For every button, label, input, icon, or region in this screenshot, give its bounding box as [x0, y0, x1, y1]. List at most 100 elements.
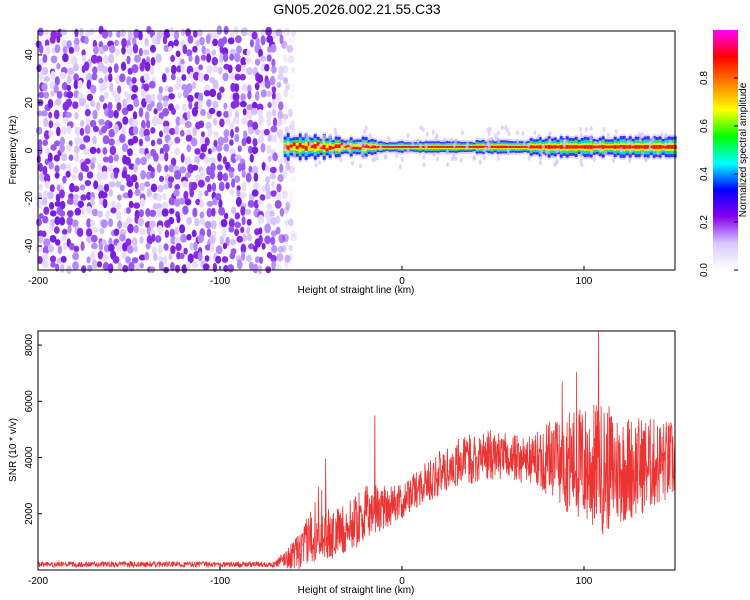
- spectrogram-noise-cell: [113, 124, 119, 134]
- spectrogram-noise-cell: [37, 256, 43, 264]
- spectrogram-noise-cell: [145, 242, 151, 250]
- spectrogram-noise-cell: [283, 144, 287, 150]
- spectrogram-noise-cell: [411, 141, 415, 147]
- spectrogram-noise-cell: [164, 229, 170, 238]
- spectrogram-noise-cell: [203, 155, 210, 164]
- spectrogram-peak-cell: [505, 145, 509, 149]
- spectrogram-noise-cell: [206, 183, 212, 193]
- spectrogram-noise-cell: [211, 49, 217, 56]
- spectrogram-noise-cell: [234, 212, 241, 220]
- spectrogram-noise-cell: [275, 92, 282, 103]
- spectrogram-noise-cell: [504, 124, 508, 130]
- spectrogram-noise-cell: [291, 128, 296, 138]
- spectrogram-noise-cell: [293, 151, 296, 157]
- spectrogram-noise-cell: [73, 63, 79, 72]
- spectrogram-peak-cell: [436, 145, 440, 148]
- spectrogram-noise-cell: [103, 91, 110, 100]
- spectrogram-noise-cell: [305, 133, 309, 139]
- spectrogram-noise-cell: [556, 148, 559, 154]
- spectrogram-noise-cell: [101, 65, 109, 74]
- spectrogram-noise-cell: [115, 181, 122, 188]
- colorbar-label: Normalized spectral amplitude: [738, 82, 749, 217]
- spectrogram-noise-cell: [181, 180, 188, 188]
- spectrogram-noise-cell: [37, 27, 44, 37]
- snr-y-label: SNR (10 * v/v): [8, 418, 19, 482]
- spectrogram-noise-cell: [180, 233, 188, 243]
- spectrogram-noise-cell: [119, 184, 125, 191]
- spectrogram-peak-cell: [481, 145, 485, 149]
- spectrogram-noise-cell: [66, 144, 72, 152]
- spectrogram-noise-cell: [174, 125, 179, 135]
- spectrogram-peak-cell: [292, 142, 296, 147]
- spectrogram-noise-cell: [81, 206, 86, 216]
- spectrogram-peak-cell: [358, 147, 362, 150]
- spectrogram-noise-cell: [252, 263, 259, 274]
- spectrogram-noise-cell: [176, 76, 182, 85]
- spectrogram-noise-cell: [110, 200, 116, 208]
- spectrogram-noise-cell: [308, 141, 312, 147]
- spectrogram-noise-cell: [84, 109, 91, 117]
- spectrogram-noise-cell: [235, 64, 242, 73]
- spectrogram-peak-cell: [601, 145, 605, 149]
- spectrogram-noise-cell: [97, 163, 102, 172]
- spectrogram-noise-cell: [155, 53, 162, 63]
- spectrogram-peak-cell: [475, 145, 479, 149]
- snr-x-tick-label: 0: [399, 576, 405, 587]
- spectrogram-noise-cell: [191, 164, 199, 171]
- spectrogram-noise-cell: [199, 218, 206, 226]
- spectrogram-noise-cell: [217, 171, 223, 182]
- spectrogram-noise-cell: [79, 97, 86, 107]
- spectrogram-noise-cell: [176, 214, 181, 224]
- spectrogram-peak-cell: [634, 145, 638, 149]
- spectrogram-noise-cell: [138, 30, 143, 41]
- spectrogram-noise-cell: [41, 230, 47, 238]
- spectrogram-noise-cell: [73, 198, 79, 207]
- spectrogram-noise-cell: [200, 54, 207, 61]
- spectrogram-noise-cell: [91, 259, 98, 270]
- spectrogram-noise-cell: [119, 73, 126, 83]
- spectrogram-noise-cell: [459, 157, 463, 163]
- spectrogram-noise-cell: [178, 197, 186, 205]
- spectrogram-noise-cell: [102, 262, 110, 271]
- spectrogram-noise-cell: [42, 54, 48, 63]
- spectrogram-noise-cell: [364, 125, 368, 131]
- spectrogram-noise-cell: [175, 103, 180, 110]
- spectrogram-peak-cell: [373, 145, 377, 149]
- spectrogram-noise-cell: [228, 107, 233, 118]
- spectrogram-noise-cell: [132, 126, 139, 135]
- spectrogram-noise-cell: [192, 126, 197, 137]
- spectrogram-peak-cell: [400, 145, 404, 148]
- spectrogram-peak-cell: [622, 145, 626, 149]
- spectrogram-noise-cell: [199, 199, 205, 209]
- spectrogram-y-tick-label: 20: [24, 97, 35, 109]
- spectrogram-noise-cell: [197, 92, 204, 102]
- spectrogram-noise-cell: [351, 160, 354, 166]
- spectrogram-noise-cell: [253, 172, 259, 182]
- spectrogram-noise-cell: [131, 64, 139, 74]
- spectrogram-noise-cell: [84, 124, 91, 135]
- spectrogram-noise-cell: [192, 30, 198, 38]
- spectrogram-noise-cell: [191, 107, 198, 117]
- spectrogram-noise-cell: [132, 135, 139, 144]
- spectrogram-noise-cell: [193, 155, 201, 164]
- spectrogram-noise-cell: [86, 79, 92, 90]
- spectrogram-noise-cell: [204, 190, 209, 197]
- spectrogram-noise-cell: [141, 119, 146, 130]
- spectrogram-peak-cell: [394, 145, 398, 148]
- spectrogram-noise-cell: [185, 172, 192, 179]
- spectrogram-noise-cell: [146, 119, 151, 129]
- spectrogram-noise-cell: [228, 226, 235, 233]
- spectrogram-noise-cell: [223, 110, 230, 118]
- spectrogram-noise-cell: [258, 135, 265, 144]
- spectrogram-noise-cell: [284, 158, 288, 164]
- spectrogram-noise-cell: [278, 234, 285, 244]
- spectrogram-noise-cell: [163, 243, 169, 251]
- spectrogram-noise-cell: [290, 233, 297, 242]
- spectrogram-noise-cell: [109, 44, 116, 54]
- spectrogram-noise-cell: [116, 30, 121, 38]
- spectrogram-peak-cell: [637, 145, 641, 149]
- spectrogram-noise-cell: [287, 108, 293, 118]
- spectrogram-noise-cell: [289, 230, 297, 237]
- spectrogram-band-cell: [316, 142, 320, 151]
